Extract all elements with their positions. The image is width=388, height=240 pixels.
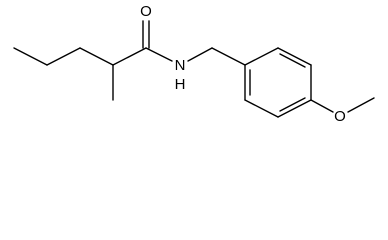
- bond: [277, 99, 312, 118]
- bond: [187, 47, 213, 62]
- bond: [347, 97, 375, 113]
- bond: [112, 47, 147, 66]
- bond: [46, 47, 81, 66]
- bond: [310, 99, 334, 113]
- bonds: [13, 20, 375, 118]
- aromatic-bond: [279, 97, 306, 112]
- structure-diagram: O N H O: [13, 3, 375, 125]
- bond: [13, 47, 48, 66]
- aromatic-bond: [279, 53, 306, 68]
- bond: [79, 47, 114, 66]
- bond: [244, 47, 279, 66]
- atom-label: N: [175, 57, 186, 74]
- atom-label: O: [334, 108, 346, 125]
- bond: [145, 47, 173, 62]
- bond: [211, 47, 246, 66]
- bond: [277, 47, 312, 66]
- atom-label: H: [175, 76, 186, 93]
- atom-label: O: [140, 3, 152, 20]
- bond: [244, 99, 279, 118]
